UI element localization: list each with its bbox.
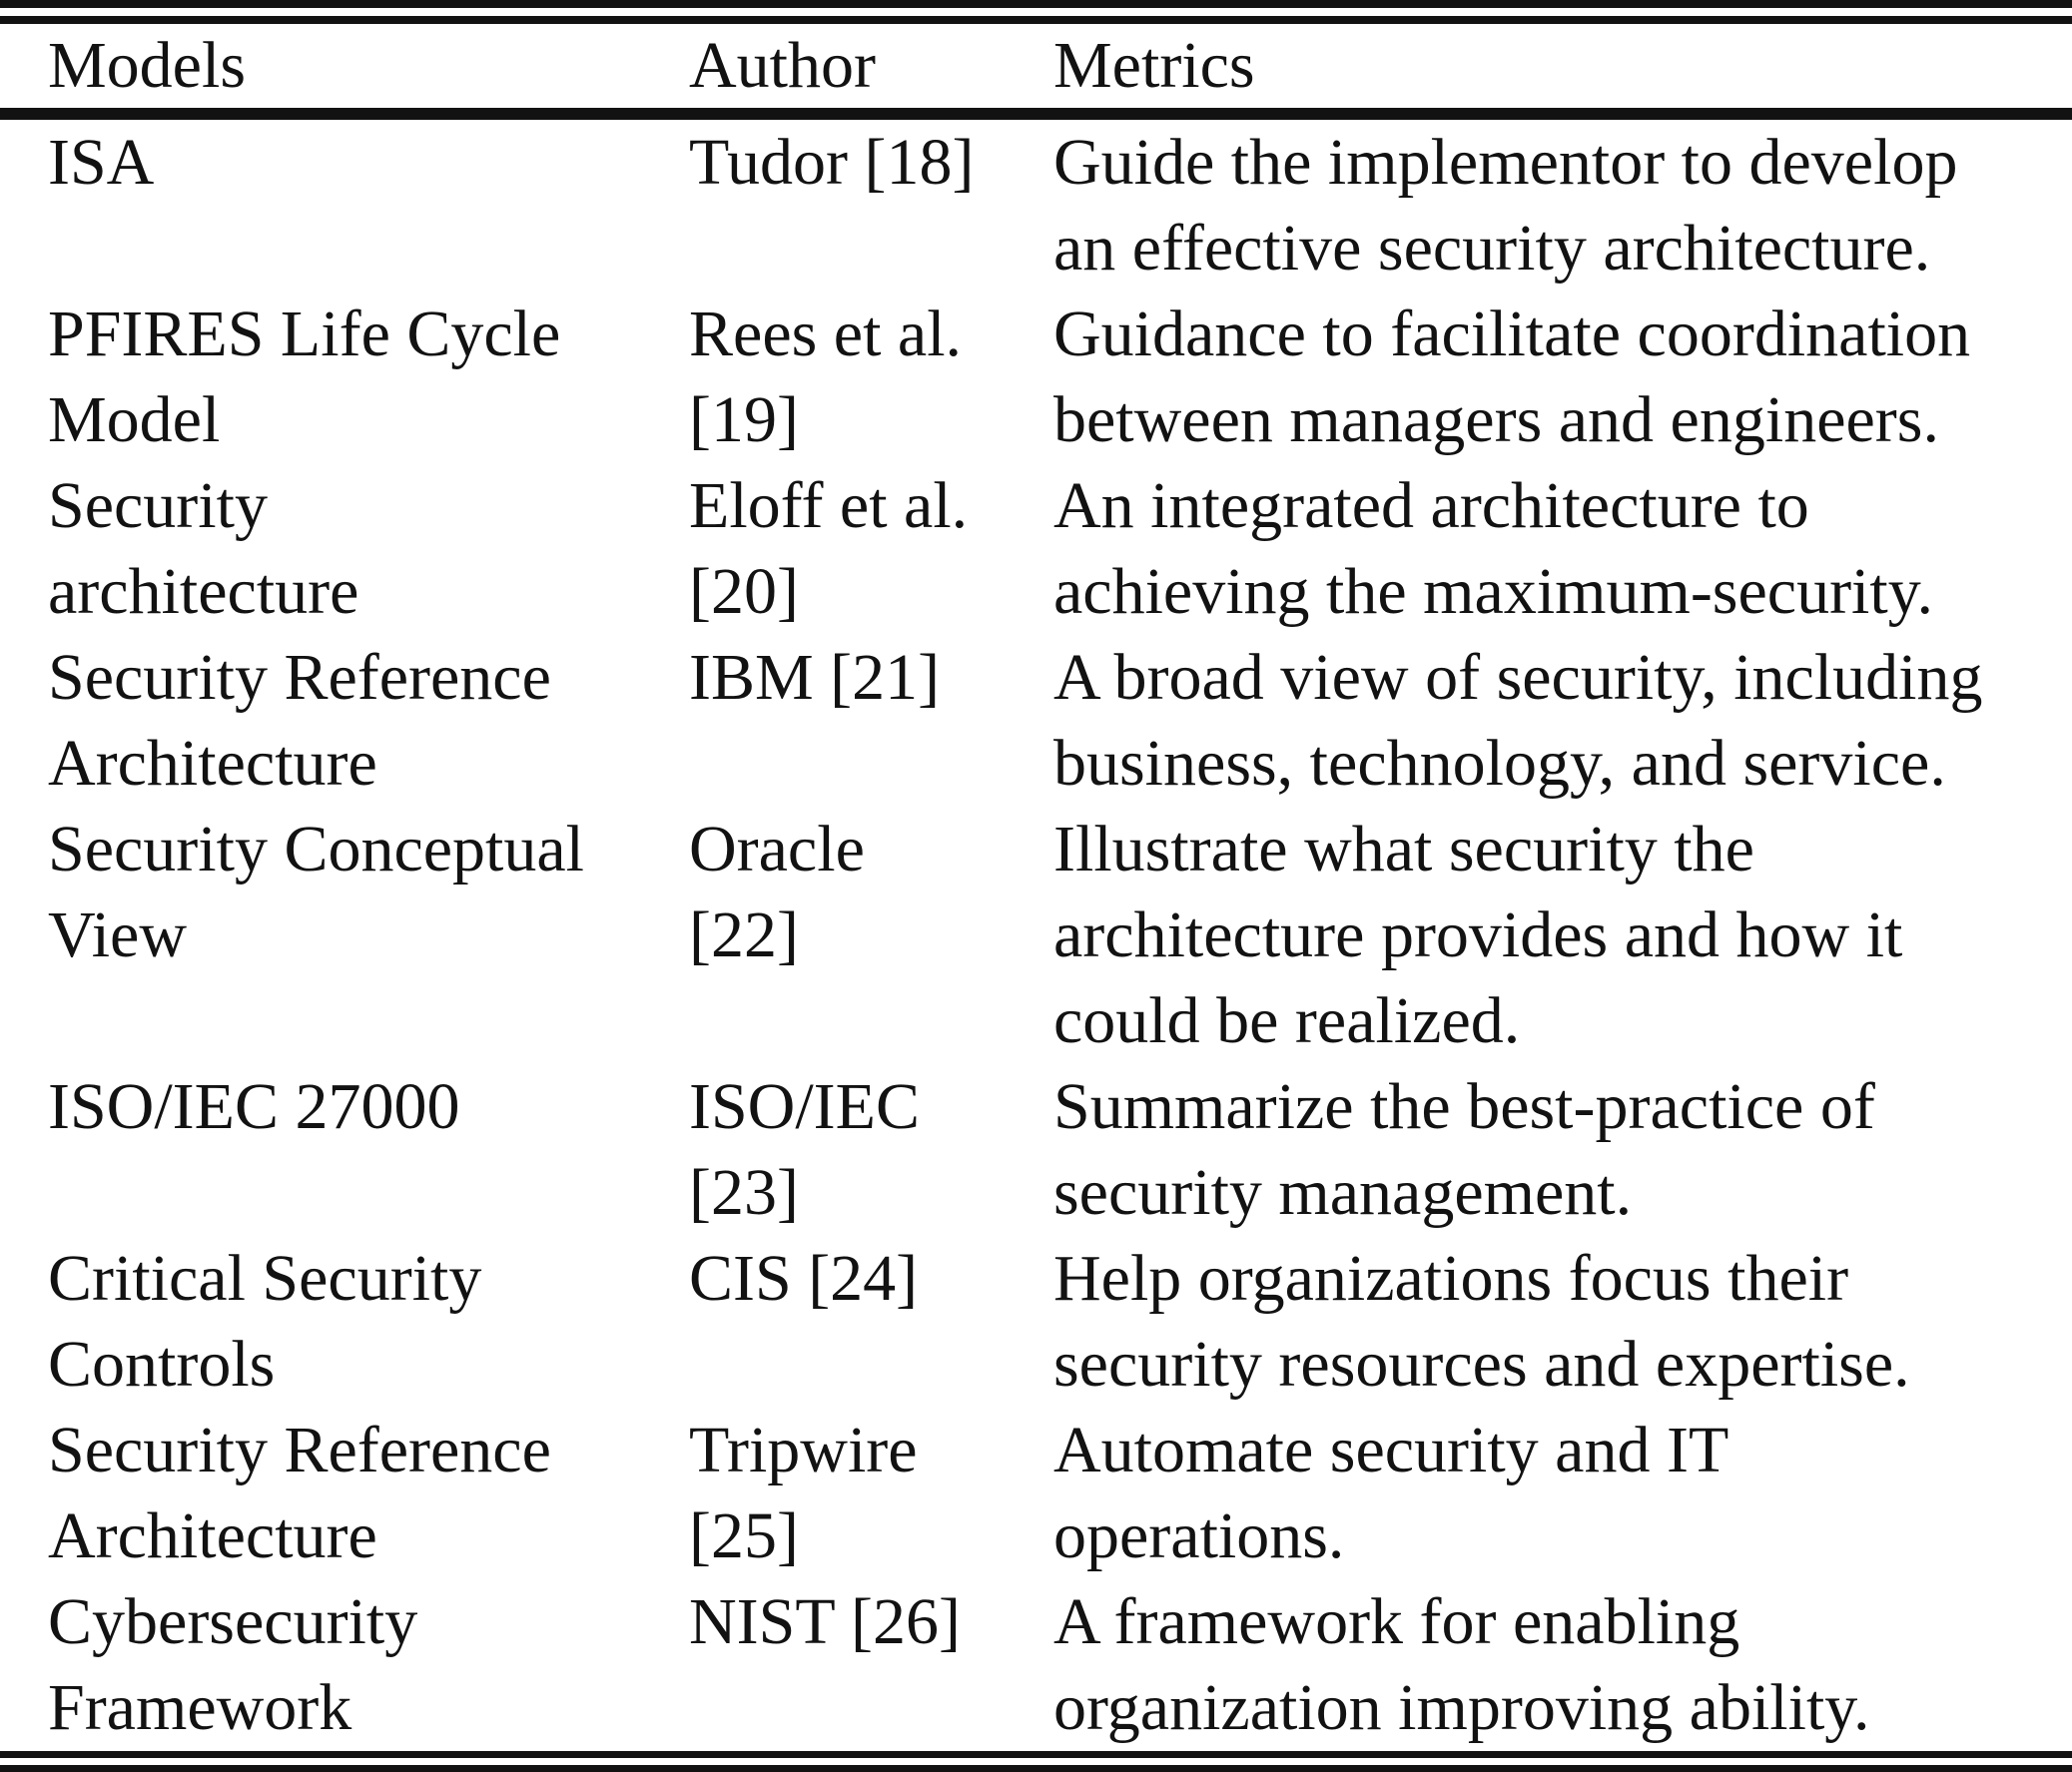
model-cell: Security architecture xyxy=(48,469,359,628)
column-header-models: Models xyxy=(0,12,689,120)
model-cell: Cybersecurity Framework xyxy=(48,1585,418,1744)
column-header-author: Author xyxy=(689,12,1053,120)
table-row: Security Reference Architecture Tripwire… xyxy=(0,1408,2072,1579)
author-cell: Rees et al. [19] xyxy=(689,297,963,456)
table-row: ISO/IEC 27000 ISO/IEC [23] Summarize the… xyxy=(0,1064,2072,1236)
model-cell: Security Reference Architecture xyxy=(48,641,551,800)
metric-cell: A broad view of security, including busi… xyxy=(1053,641,1983,800)
metric-cell: Automate security and IT operations. xyxy=(1053,1414,1729,1572)
table-row: Security Reference Architecture IBM [21]… xyxy=(0,635,2072,807)
model-cell: PFIRES Life Cycle Model xyxy=(48,297,561,456)
metric-cell: An integrated architecture to achieving … xyxy=(1053,469,1933,628)
header-row: Models Author Metrics xyxy=(0,12,2072,120)
model-cell: ISO/IEC 27000 xyxy=(48,1070,460,1143)
metric-cell: Illustrate what security the architectur… xyxy=(1053,813,1903,1057)
column-header-metrics: Metrics xyxy=(1053,12,2072,120)
author-cell: Tudor [18] xyxy=(689,126,975,199)
metric-cell: Summarize the best-practice of security … xyxy=(1053,1070,1875,1229)
metric-cell: Help organizations focus their security … xyxy=(1053,1242,1910,1401)
model-cell: Security Conceptual View xyxy=(48,813,585,971)
table-row: PFIRES Life Cycle Model Rees et al. [19]… xyxy=(0,292,2072,463)
metric-cell: A framework for enabling organization im… xyxy=(1053,1585,1870,1744)
table-row: Security Conceptual View Oracle [22] Ill… xyxy=(0,807,2072,1064)
author-cell: Eloff et al. [20] xyxy=(689,469,969,628)
author-cell: ISO/IEC [23] xyxy=(689,1070,920,1229)
author-cell: IBM [21] xyxy=(689,641,941,714)
author-cell: Oracle [22] xyxy=(689,813,865,971)
author-cell: Tripwire [25] xyxy=(689,1414,918,1572)
table-row: Critical Security Controls CIS [24] Help… xyxy=(0,1236,2072,1408)
table-row: ISA Tudor [18] Guide the implementor to … xyxy=(0,114,2072,292)
model-cell: ISA xyxy=(48,126,155,199)
author-cell: NIST [26] xyxy=(689,1585,961,1658)
model-cell: Critical Security Controls xyxy=(48,1242,482,1401)
model-cell: Security Reference Architecture xyxy=(48,1414,551,1572)
author-cell: CIS [24] xyxy=(689,1242,919,1315)
metric-cell: Guidance to facilitate coordination betw… xyxy=(1053,297,1971,456)
table-row: Cybersecurity Framework NIST [26] A fram… xyxy=(0,1579,2072,1762)
table-row: Security architecture Eloff et al. [20] … xyxy=(0,463,2072,635)
metric-cell: Guide the implementor to develop an effe… xyxy=(1053,126,1958,285)
